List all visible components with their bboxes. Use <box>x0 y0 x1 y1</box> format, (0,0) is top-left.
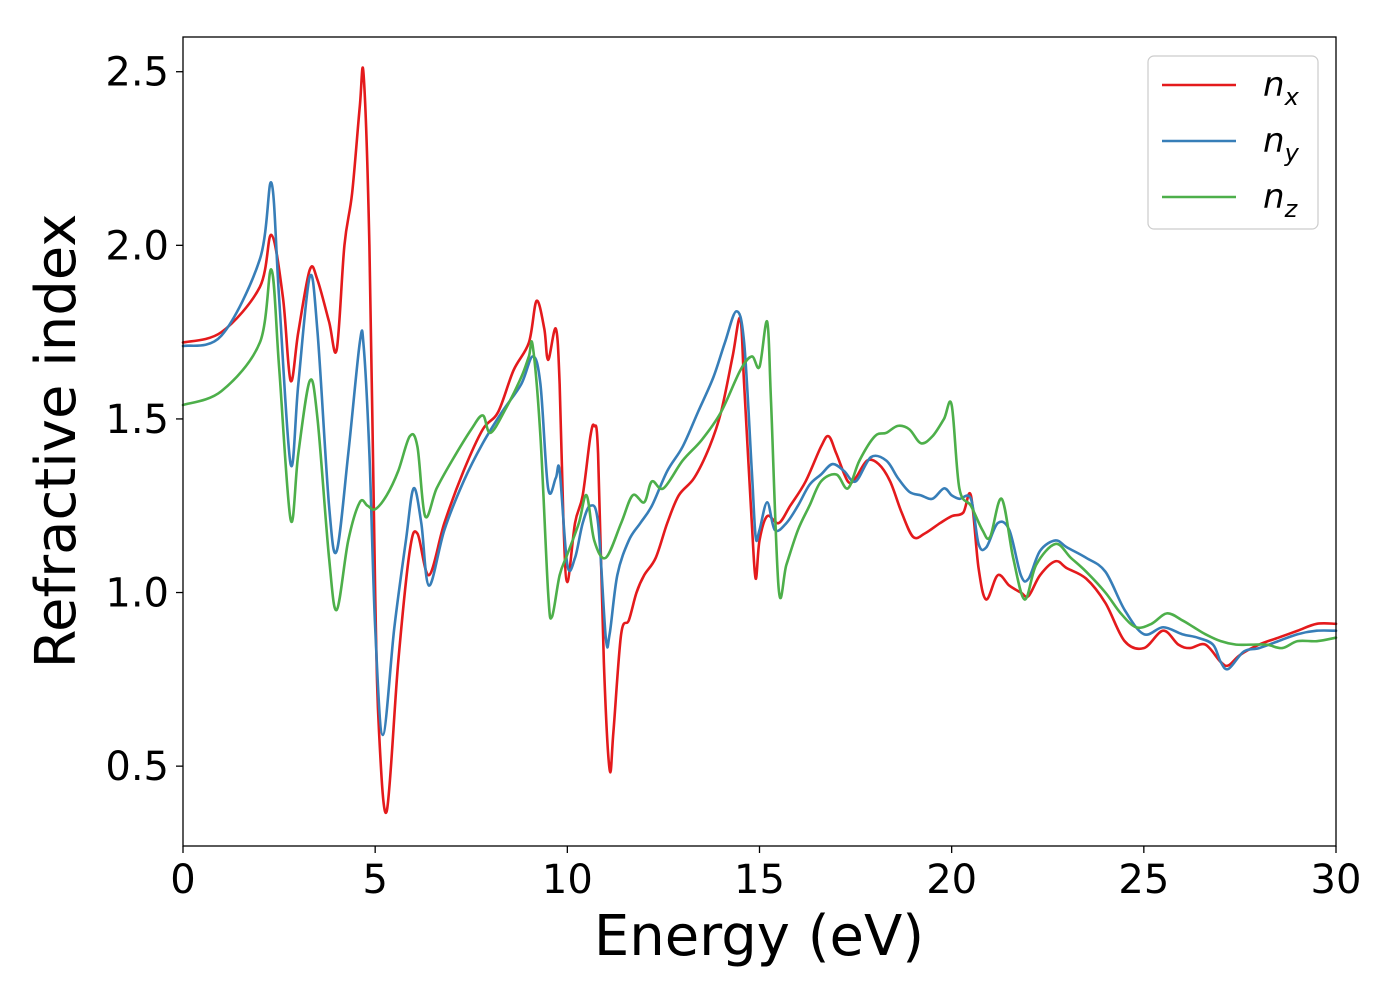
series-line-z <box>181 268 1338 650</box>
series-lines <box>181 66 1338 815</box>
x-tick-label: 0 <box>170 857 195 903</box>
x-tick-label: 30 <box>1311 857 1362 903</box>
series-line-y <box>181 181 1338 737</box>
legend-label-x: nx <box>1263 65 1300 111</box>
plot-area-frame <box>182 36 1337 847</box>
series-line-x <box>181 66 1338 815</box>
x-tick-label: 10 <box>542 857 593 903</box>
y-tick-label: 2.5 <box>105 50 169 96</box>
y-tick-label: 0.5 <box>105 744 169 790</box>
y-axis-title: Refractive index <box>24 214 89 669</box>
x-axis-ticks: 0 5 10 15 20 25 30 <box>170 846 1361 903</box>
x-tick-label: 15 <box>734 857 785 903</box>
y-tick-label: 1.0 <box>105 571 169 617</box>
x-tick-label: 20 <box>926 857 977 903</box>
y-tick-label: 1.5 <box>105 397 169 443</box>
legend-box <box>1147 55 1319 230</box>
y-tick-label: 2.0 <box>105 223 169 269</box>
x-axis-title: Energy (eV) <box>594 904 924 969</box>
y-axis-ticks: 0.5 1.0 1.5 2.0 2.5 <box>105 50 183 790</box>
x-tick-label: 25 <box>1118 857 1169 903</box>
x-tick-label: 5 <box>362 857 387 903</box>
legend-label-y: ny <box>1263 121 1300 167</box>
